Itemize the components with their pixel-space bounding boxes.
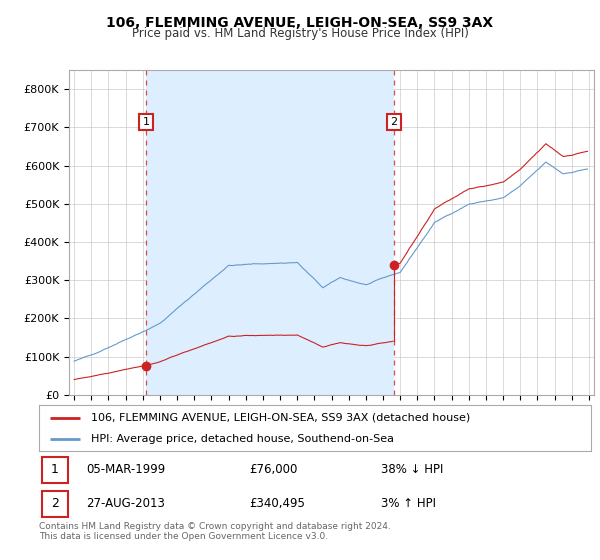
FancyBboxPatch shape [42,458,68,483]
Text: £340,495: £340,495 [249,497,305,510]
Bar [146,70,394,395]
Text: HPI: Average price, detached house, Southend-on-Sea: HPI: Average price, detached house, Sout… [91,435,394,444]
Text: 1: 1 [51,463,59,477]
Text: 2: 2 [391,117,398,127]
Text: 38% ↓ HPI: 38% ↓ HPI [381,463,443,477]
Text: 106, FLEMMING AVENUE, LEIGH-ON-SEA, SS9 3AX (detached house): 106, FLEMMING AVENUE, LEIGH-ON-SEA, SS9 … [91,413,470,423]
Text: £76,000: £76,000 [249,463,297,477]
Text: Contains HM Land Registry data © Crown copyright and database right 2024.
This d: Contains HM Land Registry data © Crown c… [39,522,391,542]
Text: 106, FLEMMING AVENUE, LEIGH-ON-SEA, SS9 3AX: 106, FLEMMING AVENUE, LEIGH-ON-SEA, SS9 … [106,16,494,30]
Text: 27-AUG-2013: 27-AUG-2013 [86,497,165,510]
FancyBboxPatch shape [42,491,68,516]
Text: 3% ↑ HPI: 3% ↑ HPI [381,497,436,510]
Text: Price paid vs. HM Land Registry's House Price Index (HPI): Price paid vs. HM Land Registry's House … [131,27,469,40]
Text: 1: 1 [142,117,149,127]
Text: 05-MAR-1999: 05-MAR-1999 [86,463,165,477]
Text: 2: 2 [51,497,59,510]
